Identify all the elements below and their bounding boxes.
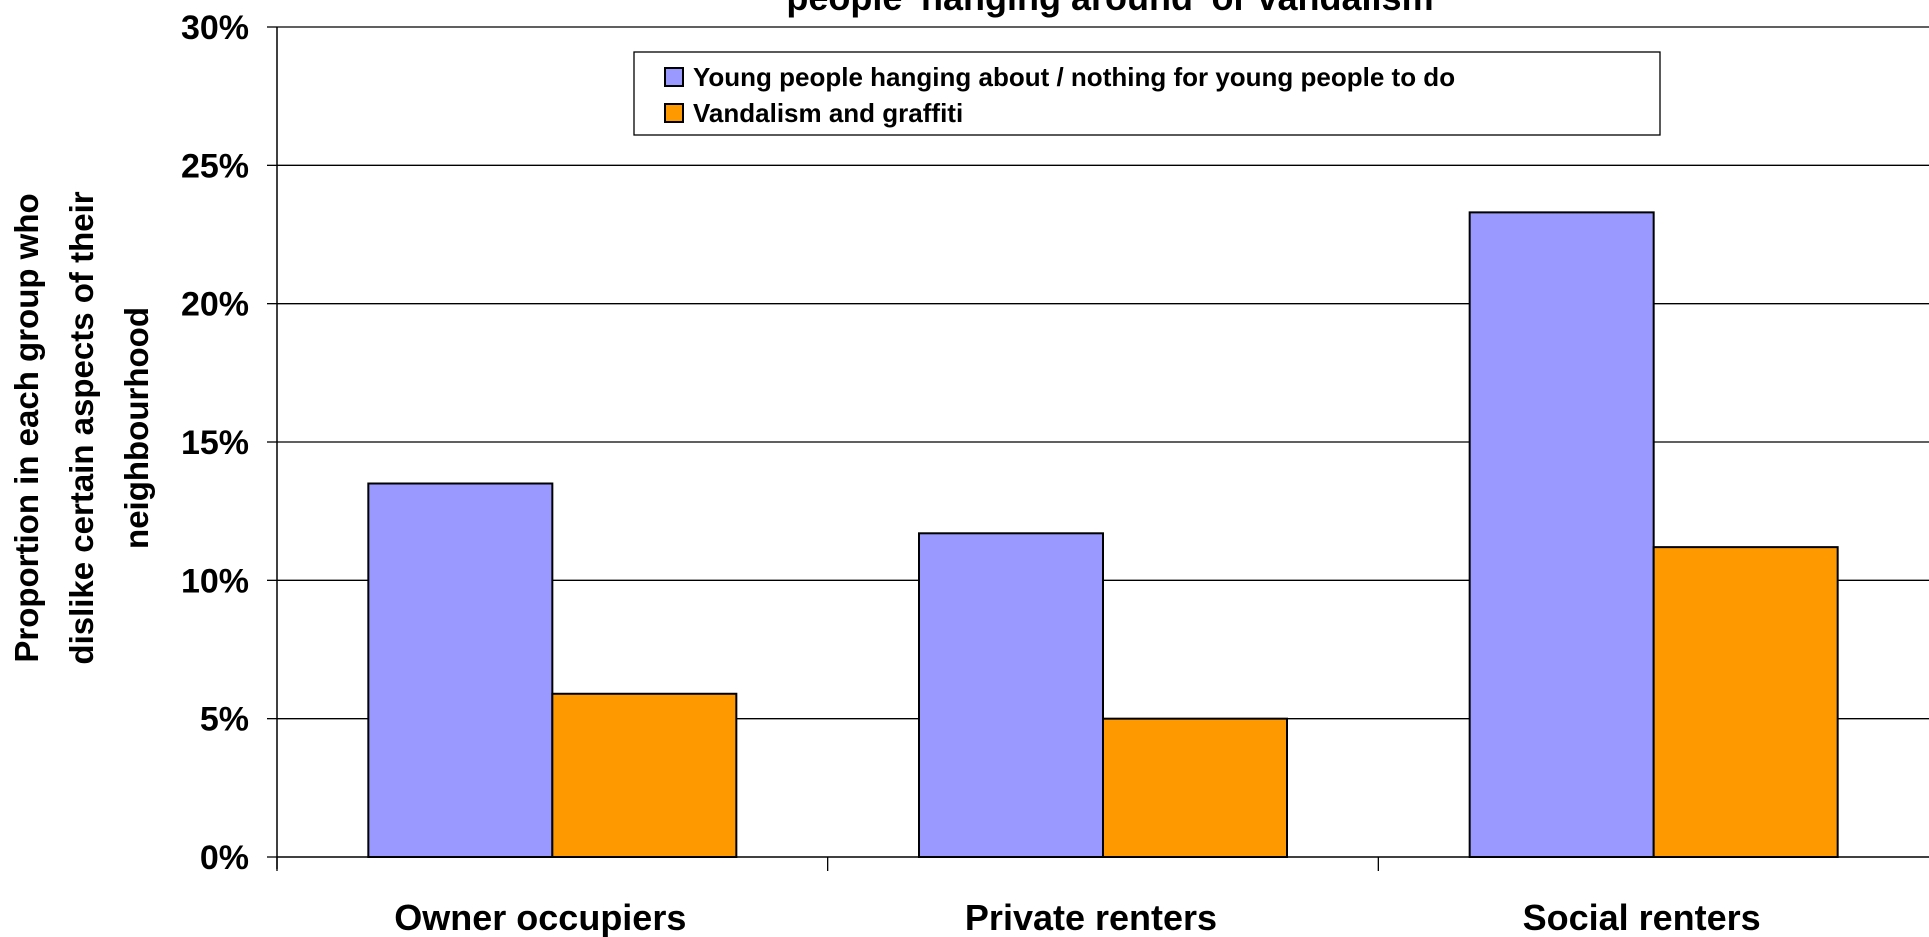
x-tick-label: Private renters <box>965 897 1217 937</box>
bar-young-people <box>367 482 554 858</box>
x-tick-label: Social renters <box>1523 897 1761 937</box>
bars <box>367 211 1839 859</box>
bar-young-people <box>918 532 1104 858</box>
y-tick-label: 25% <box>181 147 249 185</box>
axes <box>267 26 1929 871</box>
y-tick-label: 0% <box>200 839 249 877</box>
legend-swatch <box>664 67 684 87</box>
y-tick-label: 10% <box>181 562 249 600</box>
legend-label: Vandalism and graffiti <box>693 98 963 128</box>
legend-swatch <box>664 103 684 123</box>
bar-vandalism <box>551 692 738 858</box>
bar-young-people <box>1468 211 1655 859</box>
y-axis-label: Proportion in each group who dislike cer… <box>8 191 155 664</box>
y-axis-label-line-1: Proportion in each group who <box>8 193 45 662</box>
y-tick-label: 20% <box>181 286 249 324</box>
legend-box <box>633 51 1661 136</box>
legend-label: Young people hanging about / nothing for… <box>693 62 1455 92</box>
y-axis-label-line-2: dislike certain aspects of their <box>63 191 100 664</box>
y-axis-label-line-3: neighbourhood <box>118 307 155 549</box>
y-tick-label: 30% <box>181 9 249 47</box>
y-tick-label: 5% <box>200 701 249 739</box>
legend: Young people hanging about / nothing for… <box>633 51 1661 136</box>
chart-title: people 'hanging around' or vandalism <box>786 0 1433 18</box>
bar-vandalism <box>1102 717 1288 859</box>
x-tick-label: Owner occupiers <box>394 897 686 937</box>
tick-labels: 0% 5% 10% 15% 20% 25% 30% Owner occupiers Privat… <box>181 9 1761 937</box>
y-tick-label: 15% <box>181 424 249 462</box>
bar-vandalism <box>1652 546 1839 859</box>
